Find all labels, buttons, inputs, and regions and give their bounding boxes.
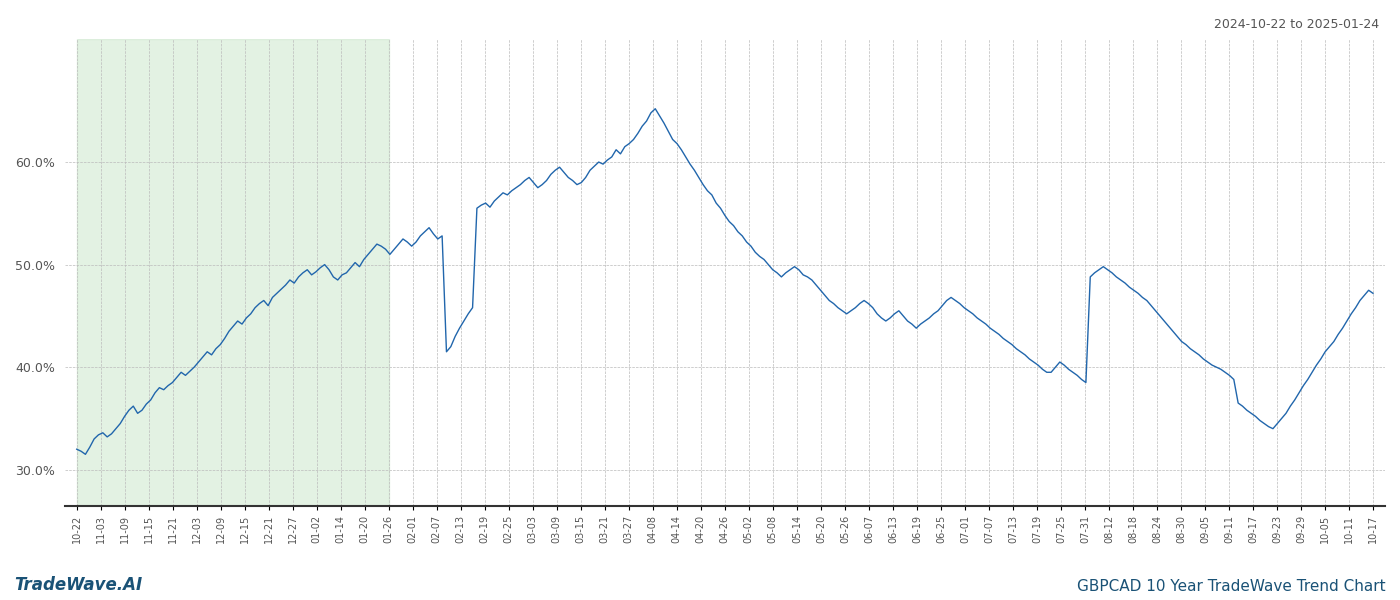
Text: TradeWave.AI: TradeWave.AI: [14, 576, 143, 594]
Text: 2024-10-22 to 2025-01-24: 2024-10-22 to 2025-01-24: [1214, 18, 1379, 31]
Text: GBPCAD 10 Year TradeWave Trend Chart: GBPCAD 10 Year TradeWave Trend Chart: [1078, 579, 1386, 594]
Bar: [77, 39, 389, 506]
